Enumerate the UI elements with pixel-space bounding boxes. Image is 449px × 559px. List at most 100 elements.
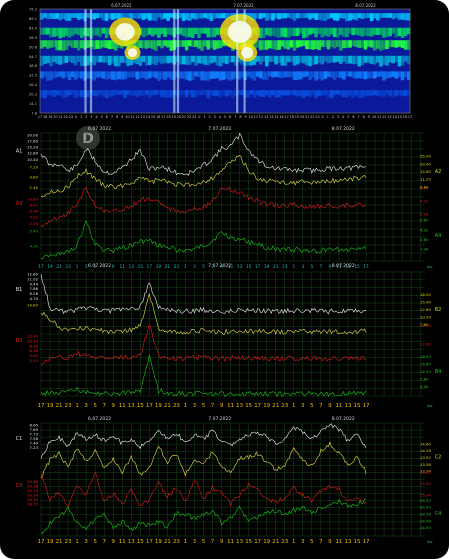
spectrogram-cell xyxy=(280,71,284,79)
spectrogram-cell xyxy=(289,71,294,78)
spectrogram-cell xyxy=(280,13,284,19)
spectrogram-cell xyxy=(382,40,386,50)
spectrogram-cell xyxy=(336,40,340,47)
x-label-B-35: 15 xyxy=(354,403,361,409)
spectrogram-cell xyxy=(160,40,164,49)
spectrogram-cell xyxy=(166,27,170,35)
spectrogram-time-label-2: 19 xyxy=(48,115,52,119)
spectrogram-cell xyxy=(329,27,334,35)
spectrogram-cell xyxy=(206,55,210,66)
spectrogram-cell xyxy=(191,40,195,48)
spectrogram-stripe-5 xyxy=(243,9,246,113)
spectrogram-cell xyxy=(363,55,368,63)
spectrogram-cell xyxy=(77,71,81,78)
spectrogram-cell xyxy=(403,27,408,37)
spectrogram-cell xyxy=(351,55,355,65)
series-line-A3 xyxy=(40,185,367,228)
spectrogram-cell xyxy=(178,71,183,79)
spectrogram-cell xyxy=(212,90,217,97)
spectrogram-cell xyxy=(166,90,170,98)
left-tick-A3-3: 4.32 xyxy=(30,215,39,220)
left-tick-B2-0: 14.80 xyxy=(27,303,38,308)
x-label-A-17: 3 xyxy=(193,264,196,269)
spectrogram-cell xyxy=(184,13,189,20)
spectrogram-cell xyxy=(299,55,303,63)
left-tick-C3-1: 29.38 xyxy=(27,483,38,488)
spectrogram-cell xyxy=(49,90,53,96)
spectrogram-cell xyxy=(268,71,272,77)
spectrogram-cell xyxy=(141,40,146,49)
spectrogram-time-label-56: 1 xyxy=(327,115,329,119)
spectrogram-cell xyxy=(123,90,127,98)
spectrogram-cell xyxy=(314,71,318,81)
x-label-C-10: 13 xyxy=(128,539,135,545)
right-tick-B2-2: 12.80 xyxy=(420,307,431,312)
left-tick-C3-5: 28.70 xyxy=(27,501,38,506)
spectrogram-cell xyxy=(92,55,96,66)
spectrogram-cell xyxy=(151,13,155,21)
right-tick-A3-1: 4.32 xyxy=(420,199,429,204)
spectrogram-cell xyxy=(206,40,210,50)
spectrogram-cell xyxy=(212,40,217,50)
spectrogram-cell xyxy=(342,55,346,62)
right-tick-C2-0: 14.60 xyxy=(420,441,431,446)
x-label-B-9: 11 xyxy=(119,403,126,409)
spectrogram-cell xyxy=(246,71,251,77)
spectrogram-cell xyxy=(388,13,392,18)
spectrogram-cell xyxy=(194,71,198,77)
spectrogram-y-tick-1: 14.1 xyxy=(29,102,37,106)
x-label-C-34: 13 xyxy=(345,539,352,545)
x-label-B-28: 1 xyxy=(292,403,295,409)
x-label-B-1: 19 xyxy=(47,403,54,409)
spectrogram-cell xyxy=(218,13,223,19)
spectrogram-cell xyxy=(308,55,312,67)
spectrogram-cell xyxy=(255,71,260,77)
spectrogram-cell xyxy=(138,13,143,19)
spectrogram-y-tick-2: 20.3 xyxy=(29,93,37,97)
spectrogram-cell xyxy=(348,90,352,96)
left-tick-B1-5: 4.70 xyxy=(30,296,39,301)
spectrogram-cell xyxy=(154,90,158,95)
right-tick-C2-1: 14.26 xyxy=(420,448,431,453)
spectrogram-cell xyxy=(317,90,321,97)
spectrogram-cell xyxy=(40,13,44,20)
spectrogram-y-tick-7: 50.8 xyxy=(29,45,38,49)
spectrogram-cell xyxy=(326,71,331,77)
spectrogram-cell xyxy=(379,13,383,19)
right-tick-B2-0: 18.00 xyxy=(420,292,431,297)
spectrogram-cell xyxy=(286,55,291,62)
right-tick-A3-0: 5.40 xyxy=(420,186,429,191)
spectrogram-time-label-1: 18 xyxy=(43,115,47,119)
spectrogram-cell xyxy=(215,55,220,66)
spectrogram-cell xyxy=(299,90,303,97)
spectrogram-stripe-0 xyxy=(84,9,87,113)
spectrogram-cell xyxy=(126,90,130,95)
spectrogram-cell xyxy=(203,90,207,96)
spectrogram-cell xyxy=(311,90,315,96)
spectrogram-cell xyxy=(373,55,377,65)
series-label-B3: B3 xyxy=(16,338,23,344)
spectrogram-cell xyxy=(348,55,352,64)
spectrogram-cell xyxy=(135,55,140,65)
spectrogram-cell xyxy=(181,55,186,65)
spectrogram-cell xyxy=(385,55,389,66)
spectrogram-cell xyxy=(406,27,411,35)
spectrogram-cell xyxy=(61,90,66,99)
spectrogram-cell xyxy=(295,55,300,65)
right-tick-C3-0: 28.80 xyxy=(420,470,431,475)
spectrogram-cell xyxy=(209,71,214,79)
spectrogram-cell xyxy=(326,40,331,50)
spectrogram-cell xyxy=(181,40,186,47)
spectrogram-cell xyxy=(289,55,294,63)
spectrogram-cell xyxy=(397,90,402,95)
spectrogram-cell xyxy=(339,13,343,19)
spectrogram-cell xyxy=(302,27,306,39)
spectrogram-cell xyxy=(397,40,402,47)
x-label-C-18: 5 xyxy=(202,539,205,545)
spectrogram-cell xyxy=(107,13,112,19)
spectrogram-cell xyxy=(209,90,214,96)
spectrogram-cell xyxy=(126,13,130,18)
spectrogram-cell xyxy=(323,40,328,47)
spectrogram-cell xyxy=(299,13,303,18)
